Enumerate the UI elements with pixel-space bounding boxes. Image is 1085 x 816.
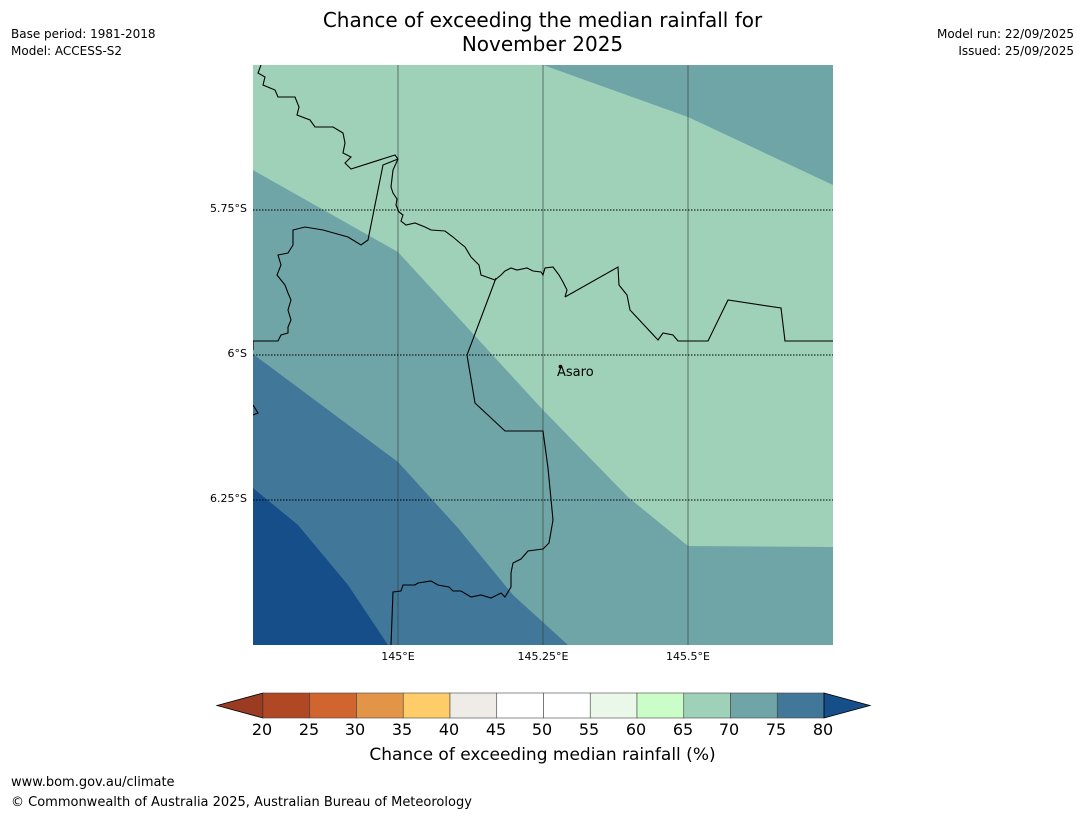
colorbar-tick-65: 65 <box>672 720 694 739</box>
colorbar-cell-60-65 <box>636 692 685 719</box>
colorbar-tick-35: 35 <box>391 720 413 739</box>
colorbar-under-arrow <box>215 692 264 719</box>
map-title-line1: Chance of exceeding the median rainfall … <box>322 8 763 32</box>
colorbar-cell-50-55 <box>543 692 591 719</box>
colorbar-tick-50: 50 <box>531 720 553 739</box>
asaro-marker <box>558 364 563 369</box>
model-run: Model run: 22/09/2025 <box>936 27 1074 41</box>
lon-label-145-5e: 145.5°E <box>666 650 710 663</box>
colorbar-cell-65-70 <box>683 692 731 719</box>
meta-right: Model run: 22/09/2025 Issued: 25/09/2025 <box>937 26 1074 60</box>
region-80 <box>253 488 388 645</box>
lat-label-6-25s: 6.25°S <box>210 492 247 505</box>
boundary-east <box>564 266 833 342</box>
colorbar <box>215 692 872 719</box>
colorbar-cell-75-80 <box>776 692 825 719</box>
colorbar-over-arrow <box>823 692 872 719</box>
colorbar-tick-45: 45 <box>485 720 507 739</box>
footer-copyright: © Commonwealth of Australia 2025, Austra… <box>11 795 472 810</box>
meta-left: Base period: 1981-2018 Model: ACCESS-S2 <box>11 26 156 60</box>
colorbar-tick-25: 25 <box>298 720 320 739</box>
colorbar-cell-20-25 <box>262 692 311 719</box>
colorbar-tick-70: 70 <box>718 720 740 739</box>
colorbar-cell-25-30 <box>309 692 357 719</box>
boundary-north <box>257 65 568 298</box>
lat-label-6s: 6°S <box>227 347 247 360</box>
lat-label-5-75s: 5.75°S <box>210 202 247 215</box>
parallel-lines <box>253 209 833 501</box>
place-label-asaro: Asaro <box>557 365 594 380</box>
colorbar-label: Chance of exceeding median rainfall (%) <box>369 745 716 765</box>
boundary-west-edge <box>253 404 259 416</box>
colorbar-cell-40-45 <box>449 692 498 719</box>
rainfall-map <box>253 65 833 645</box>
map-title-line2: November 2025 <box>461 32 624 56</box>
boundary-lines <box>253 65 833 645</box>
colorbar-tick-20: 20 <box>251 720 273 739</box>
base-period: Base period: 1981-2018 <box>11 27 156 41</box>
model-name: Model: ACCESS-S2 <box>11 44 123 58</box>
colorbar-cell-55-60 <box>589 692 638 719</box>
colorbar-cell-45-50 <box>496 692 544 719</box>
colorbar-tick-60: 60 <box>625 720 647 739</box>
colorbar-tick-30: 30 <box>344 720 366 739</box>
colorbar-cell-70-75 <box>730 692 778 719</box>
colorbar-tick-40: 40 <box>438 720 460 739</box>
boundary-northwest <box>253 158 399 350</box>
region-70-northeast <box>543 65 833 185</box>
colorbar-tick-75: 75 <box>765 720 787 739</box>
lon-label-145e: 145°E <box>381 650 415 663</box>
colorbar-cell-35-40 <box>402 692 451 719</box>
boundary-central <box>390 277 554 645</box>
colorbar-cell-30-35 <box>356 692 404 719</box>
lon-label-145-25e: 145.25°E <box>517 650 569 663</box>
colorbar-tick-55: 55 <box>578 720 600 739</box>
footer-url[interactable]: www.bom.gov.au/climate <box>11 775 175 790</box>
map-title: Chance of exceeding the median rainfall … <box>0 8 1085 56</box>
issued-date: Issued: 25/09/2025 <box>958 44 1074 58</box>
colorbar-cells <box>262 692 825 719</box>
colorbar-tick-80: 80 <box>812 720 834 739</box>
